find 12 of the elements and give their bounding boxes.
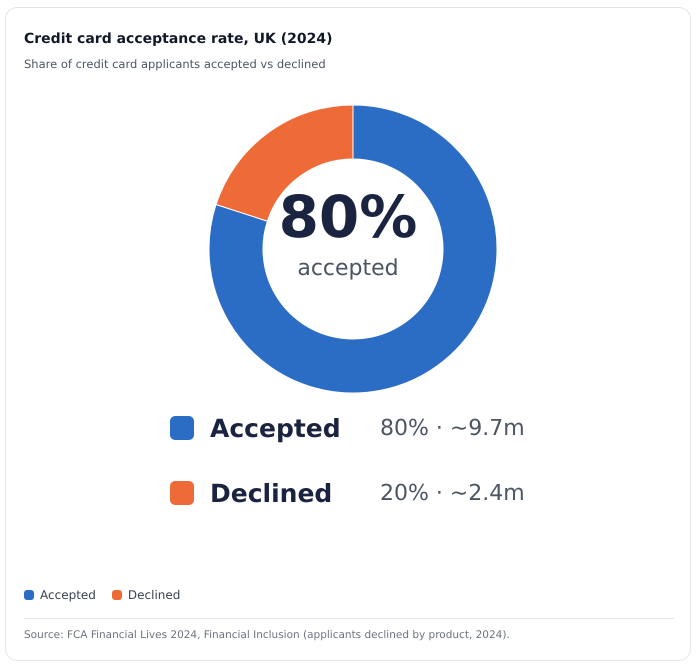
text: accepted	[296, 256, 400, 281]
category-label: Declined	[128, 588, 180, 602]
text: 80%	[278, 182, 418, 252]
chart-subtitle: Share of credit card applicants accepted vs declined	[24, 57, 326, 71]
chart-title: Credit card acceptance rate, UK (2024)	[24, 31, 333, 47]
data-label: 80% · ~9.7m	[380, 416, 525, 440]
category-label: Accepted	[40, 588, 96, 602]
legend-label: Accepted	[210, 414, 341, 442]
data-label: 20% · ~2.4m	[380, 480, 525, 506]
source-note: Source: FCA Financial Lives 2024, Financial Inclusion (applicants declined by product, 2024).	[24, 629, 510, 641]
legend-label: Declined	[210, 478, 332, 508]
donut-slice	[208, 104, 498, 394]
